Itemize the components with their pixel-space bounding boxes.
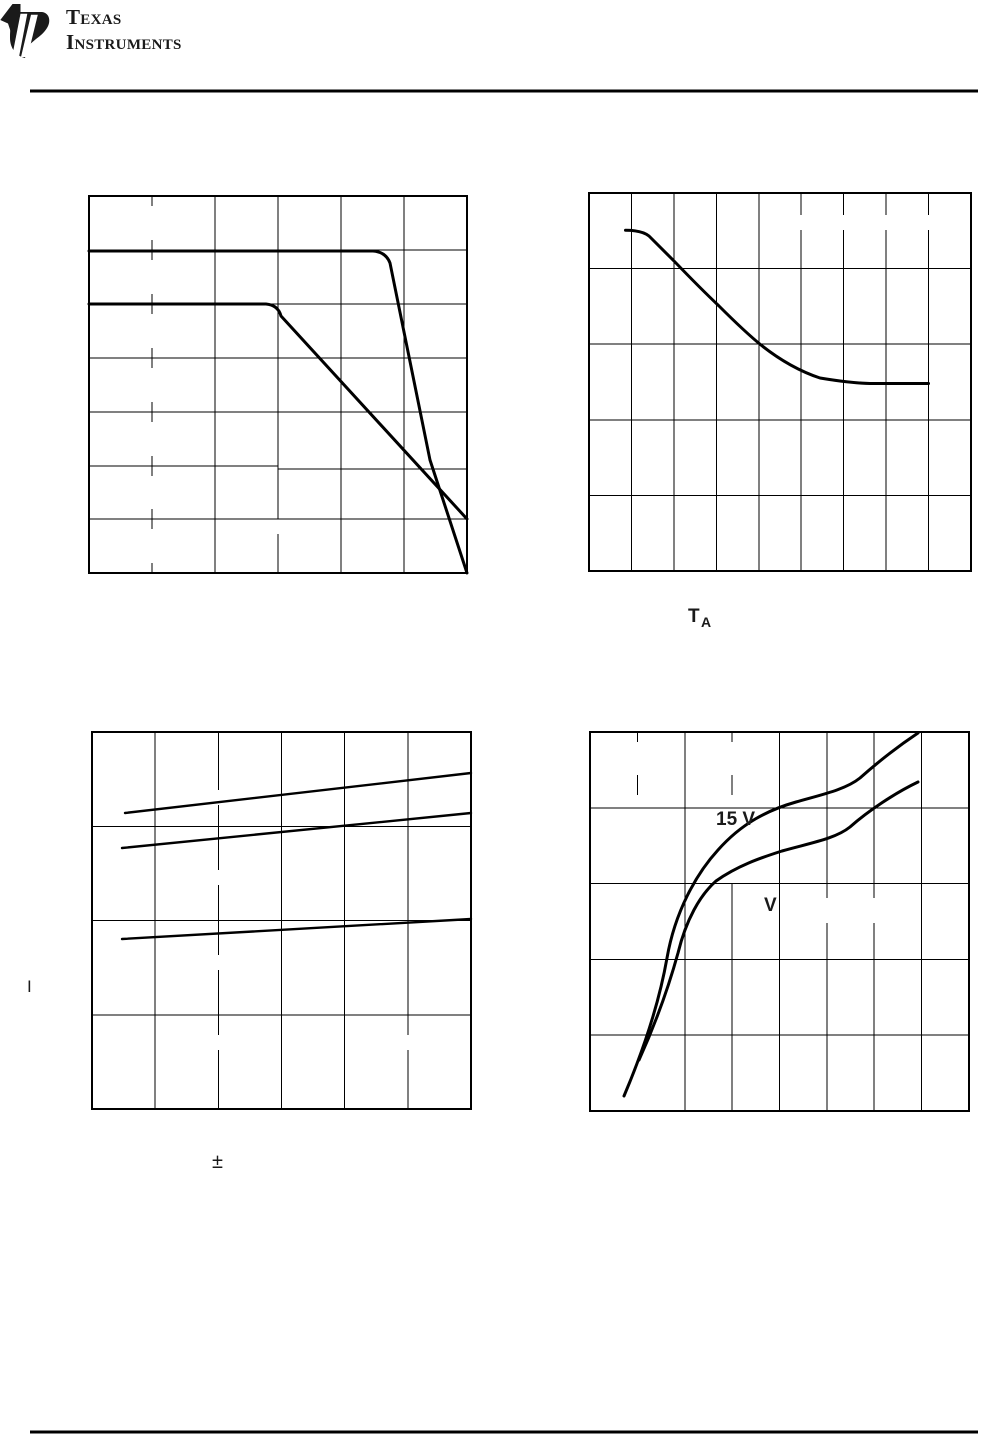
svg-text:T: T bbox=[688, 606, 700, 627]
svg-text:15 V: 15 V bbox=[716, 809, 755, 830]
svg-text:±: ± bbox=[212, 1151, 223, 1173]
svg-text:V: V bbox=[764, 895, 777, 916]
svg-text:A: A bbox=[701, 614, 711, 630]
svg-text:I: I bbox=[27, 977, 32, 996]
